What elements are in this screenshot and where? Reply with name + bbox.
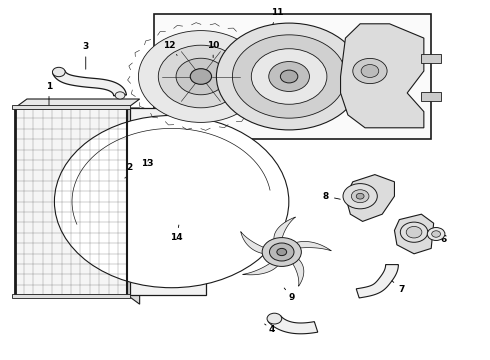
FancyBboxPatch shape <box>421 92 441 101</box>
FancyBboxPatch shape <box>421 54 441 63</box>
Text: 14: 14 <box>170 225 183 242</box>
Text: 12: 12 <box>163 41 177 55</box>
Circle shape <box>54 116 289 288</box>
Circle shape <box>277 248 287 256</box>
Circle shape <box>52 67 65 77</box>
Circle shape <box>232 35 346 118</box>
Text: 7: 7 <box>392 281 405 294</box>
Polygon shape <box>241 231 282 254</box>
Circle shape <box>190 69 212 84</box>
Text: 4: 4 <box>265 324 275 334</box>
Circle shape <box>158 45 244 108</box>
Circle shape <box>262 238 301 266</box>
Text: 9: 9 <box>284 288 295 302</box>
Polygon shape <box>282 242 331 252</box>
Polygon shape <box>15 99 140 108</box>
Text: 8: 8 <box>323 192 340 201</box>
Circle shape <box>280 70 298 83</box>
Bar <box>12 105 130 109</box>
Circle shape <box>351 190 369 203</box>
Circle shape <box>343 184 377 209</box>
Circle shape <box>269 62 310 91</box>
Polygon shape <box>356 265 398 298</box>
Polygon shape <box>341 24 424 128</box>
Circle shape <box>361 64 379 77</box>
Circle shape <box>427 228 445 240</box>
Polygon shape <box>243 252 282 275</box>
Polygon shape <box>268 316 318 334</box>
Polygon shape <box>345 175 394 221</box>
Circle shape <box>406 226 422 238</box>
Circle shape <box>400 222 428 242</box>
Polygon shape <box>274 217 295 252</box>
Circle shape <box>251 49 327 104</box>
Text: 13: 13 <box>141 159 153 168</box>
Circle shape <box>356 193 364 199</box>
Circle shape <box>432 231 441 237</box>
Circle shape <box>217 23 362 130</box>
Text: 11: 11 <box>270 8 283 24</box>
Circle shape <box>353 58 387 84</box>
Text: 10: 10 <box>207 41 220 58</box>
Bar <box>12 294 130 298</box>
Text: 6: 6 <box>436 234 446 244</box>
Polygon shape <box>394 214 434 254</box>
Bar <box>130 108 206 295</box>
Polygon shape <box>282 252 304 286</box>
Polygon shape <box>124 158 139 172</box>
Polygon shape <box>127 108 140 304</box>
Circle shape <box>115 92 125 99</box>
Circle shape <box>138 31 264 122</box>
Text: 2: 2 <box>125 163 133 178</box>
Text: 3: 3 <box>83 42 89 69</box>
Circle shape <box>270 243 294 261</box>
Bar <box>154 14 431 139</box>
Bar <box>15 108 127 295</box>
Text: 5: 5 <box>414 239 427 251</box>
Circle shape <box>267 313 282 324</box>
Circle shape <box>176 58 226 95</box>
Text: 1: 1 <box>46 82 52 109</box>
Polygon shape <box>53 71 126 96</box>
